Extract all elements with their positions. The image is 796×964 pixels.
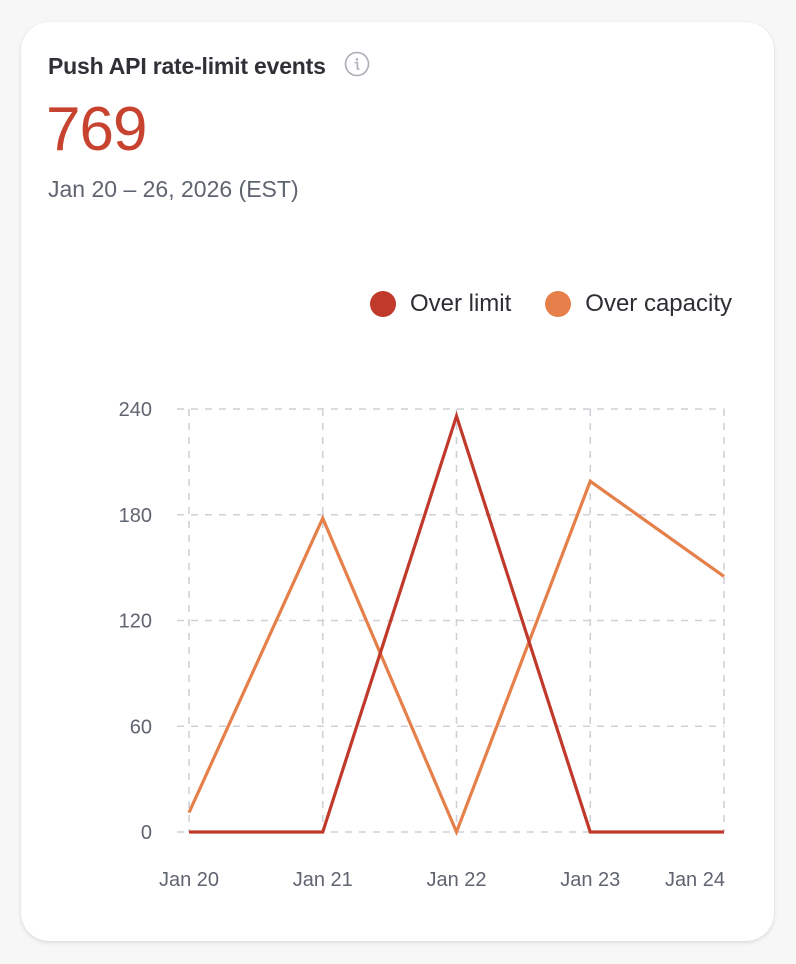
card-header: Push API rate-limit events (48, 51, 370, 80)
series-line-over-capacity[interactable] (187, 478, 725, 837)
y-axis: 0 60 120 180 240 (119, 399, 152, 844)
y-tick-label: 0 (141, 822, 152, 844)
legend-item-over-capacity[interactable]: Over capacity (545, 290, 732, 318)
x-tick-label: Jan 23 (560, 869, 620, 891)
legend-item-over-limit[interactable]: Over limit (369, 290, 512, 318)
legend-dot-over-limit (369, 291, 396, 317)
legend-dot-over-capacity (545, 291, 572, 317)
card-title: Push API rate-limit events (48, 53, 326, 79)
y-tick-label: 180 (119, 505, 152, 527)
rate-limit-card (21, 22, 774, 941)
legend-label: Over limit (409, 290, 512, 317)
date-range: Jan 20 – 26, 2026 (EST) (48, 176, 299, 202)
x-axis: Jan 20 Jan 21 Jan 22 Jan 23 Jan 24 (159, 869, 725, 891)
x-tick-label: Jan 24 (665, 869, 725, 891)
info-icon[interactable] (344, 51, 370, 77)
x-tick-label: Jan 21 (293, 869, 353, 891)
y-tick-label: 60 (130, 716, 152, 738)
x-tick-label: Jan 22 (426, 869, 486, 891)
legend-label: Over capacity (585, 290, 732, 317)
y-tick-label: 120 (119, 611, 152, 633)
x-tick-label: Jan 20 (159, 869, 219, 891)
chart-grid (177, 408, 725, 833)
chart-lines (187, 410, 725, 837)
total-events-value: 769 (46, 95, 147, 164)
y-tick-label: 240 (119, 399, 152, 421)
chart-legend: Over limit Over capacity (336, 290, 732, 318)
series-line-over-limit[interactable] (189, 410, 724, 834)
